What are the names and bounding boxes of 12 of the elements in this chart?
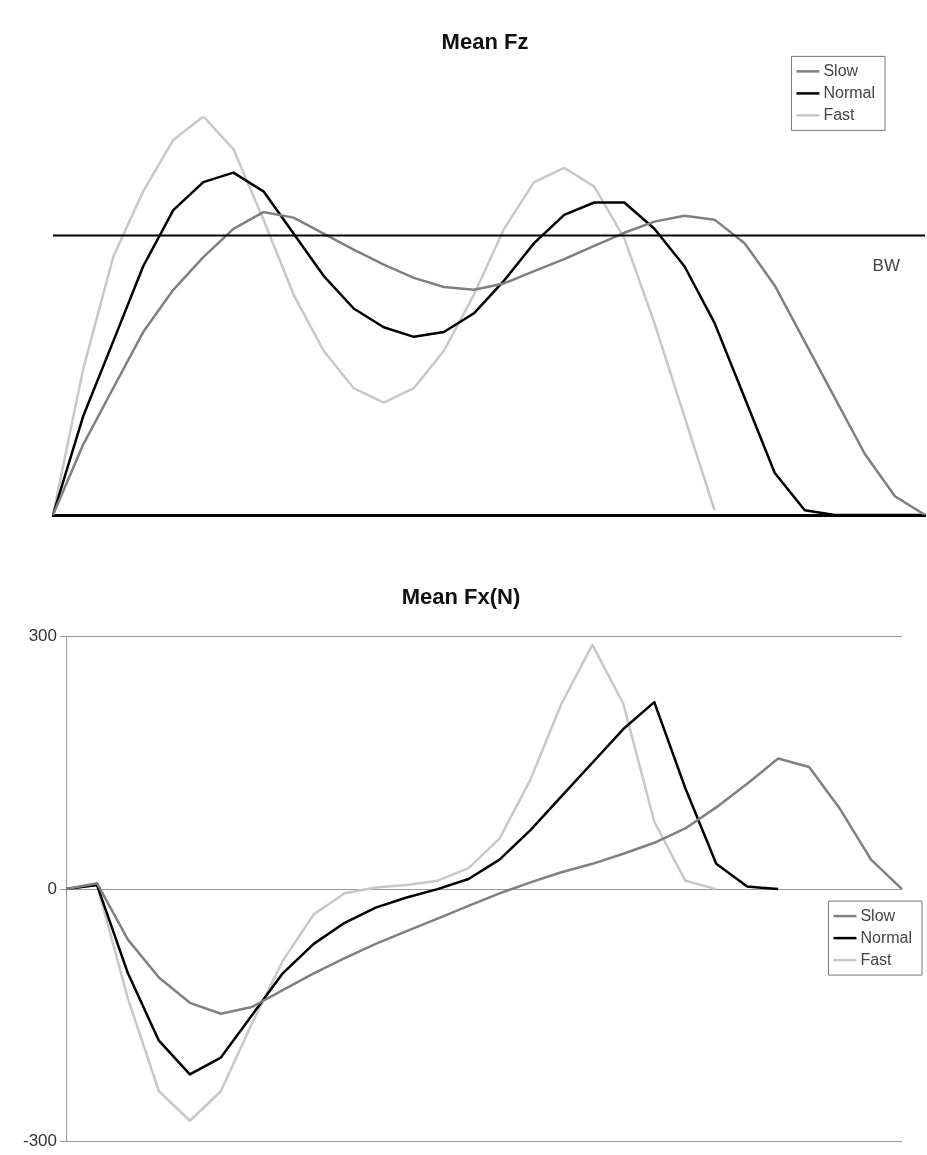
chart-title: Mean Fz [441, 29, 529, 55]
legend-label: Fast [823, 105, 856, 123]
legend-label: Normal [860, 928, 912, 946]
ref-line-label: BW [872, 255, 900, 275]
legend-label: Slow [860, 906, 896, 924]
chart-title: Mean Fx(N) [401, 584, 521, 610]
y-tick-label: 300 [28, 626, 58, 646]
y-tick-label: -300 [22, 1131, 58, 1151]
legend-label: Slow [823, 61, 859, 79]
legend-label: Normal [823, 83, 875, 101]
legend-label: Fast [860, 950, 893, 968]
y-tick-label: 0 [47, 878, 58, 898]
